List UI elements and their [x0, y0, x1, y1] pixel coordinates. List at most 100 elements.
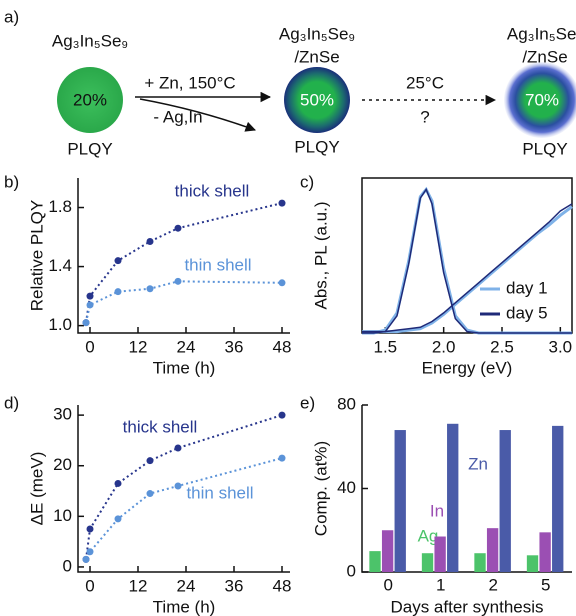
axis [77, 405, 290, 573]
data-point [86, 301, 94, 309]
plqy-value: 70% [525, 90, 559, 109]
step-label: ? [420, 107, 429, 126]
abs-curve [362, 203, 573, 333]
y-axis-label: ΔE (meV) [27, 452, 46, 526]
bar [369, 551, 381, 572]
data-point [146, 285, 154, 293]
data-point [174, 444, 182, 452]
bar [539, 532, 551, 572]
data-point [82, 555, 90, 563]
step-label: 25°C [406, 73, 444, 92]
bar [381, 530, 394, 572]
data-point [278, 411, 286, 419]
data-point [174, 224, 182, 232]
legend-label: day 5 [506, 303, 548, 322]
nanocrystal [57, 67, 123, 133]
series-label: thick shell [123, 417, 198, 436]
x-tick-label: 12 [129, 576, 148, 595]
series-line [85, 414, 283, 560]
plqy-value: 50% [300, 90, 334, 109]
x-tick-label: 2 [489, 575, 498, 594]
bar [474, 553, 486, 572]
pl-curve [362, 187, 572, 334]
data-point [278, 199, 286, 207]
data-point [86, 548, 94, 556]
step-label: - Ag,In [153, 107, 202, 126]
panel-label: e) [300, 393, 315, 412]
data-point [174, 277, 182, 285]
x-tick-label: 24 [177, 337, 196, 356]
series-label: thick shell [175, 181, 250, 200]
panel-label: a) [4, 7, 19, 26]
bar [447, 423, 459, 572]
data-point [86, 292, 94, 300]
x-tick-label: 0 [85, 337, 94, 356]
panel-label: d) [4, 393, 19, 412]
arrow [139, 98, 256, 132]
series-label: Ag [418, 526, 439, 545]
nanocrystal [284, 67, 350, 133]
plqy-label: PLQY [294, 137, 339, 156]
y-tick-label: 0 [347, 561, 356, 580]
panel-label: c) [300, 172, 314, 191]
bar [421, 553, 434, 572]
series-label: Zn [468, 454, 488, 473]
series-label: thin shell [186, 483, 253, 502]
y-tick-label: 40 [337, 478, 356, 497]
y-tick-label: 0 [63, 556, 72, 575]
x-axis-label: Time (h) [153, 597, 216, 616]
series-label: thin shell [184, 255, 251, 274]
x-tick-label: 3.0 [549, 337, 573, 356]
abs-curve [362, 205, 573, 334]
data-point [146, 237, 154, 245]
data-point [278, 279, 286, 287]
data-point [114, 479, 122, 487]
panel-label: b) [4, 172, 19, 191]
series-line [85, 202, 283, 323]
x-tick-label: 1 [436, 575, 445, 594]
x-tick-label: 5 [541, 575, 550, 594]
bar [526, 555, 539, 572]
data-point [278, 454, 286, 462]
nanocrystal [504, 62, 576, 138]
formula: Ag₃In₅Se₉ [52, 31, 128, 50]
x-axis-label: Energy (eV) [422, 358, 513, 377]
x-axis-label: Time (h) [153, 358, 216, 377]
data-point [146, 457, 154, 465]
x-tick-label: 48 [273, 576, 292, 595]
plqy-label: PLQY [522, 139, 567, 158]
y-tick-label: 1.4 [48, 256, 72, 275]
data-point [114, 288, 122, 296]
x-tick-label: 0 [85, 576, 94, 595]
bar [434, 536, 446, 572]
data-point [174, 482, 182, 490]
x-tick-label: 24 [177, 576, 196, 595]
y-tick-label: 80 [337, 394, 356, 413]
y-axis-label: Abs., PL (a.u.) [311, 201, 330, 309]
data-point [114, 257, 122, 265]
axis [77, 178, 290, 334]
x-tick-label: 2.0 [432, 337, 456, 356]
data-point [146, 490, 154, 498]
x-tick-label: 36 [225, 576, 244, 595]
y-tick-label: 1.0 [48, 315, 72, 334]
y-axis-label: Relative PLQY [27, 200, 46, 312]
y-tick-label: 10 [53, 506, 72, 525]
y-axis-label: Comp. (at%) [311, 441, 330, 536]
series-line [85, 280, 283, 323]
x-tick-label: 1.5 [374, 337, 398, 356]
x-tick-label: 2.5 [490, 337, 514, 356]
x-tick-label: 48 [273, 337, 292, 356]
series-line [85, 457, 283, 560]
plqy-value: 20% [73, 90, 107, 109]
formula: Ag₃In₅Se₉ [279, 24, 355, 43]
data-point [82, 319, 90, 327]
series-label: In [430, 501, 444, 520]
bar [486, 528, 499, 572]
step-label: + Zn, 150°C [144, 73, 235, 92]
y-tick-label: 1.8 [48, 197, 72, 216]
plqy-label: PLQY [67, 139, 112, 158]
y-tick-label: 20 [53, 455, 72, 474]
formula: Ag₃In₅Se₉ [507, 24, 576, 43]
